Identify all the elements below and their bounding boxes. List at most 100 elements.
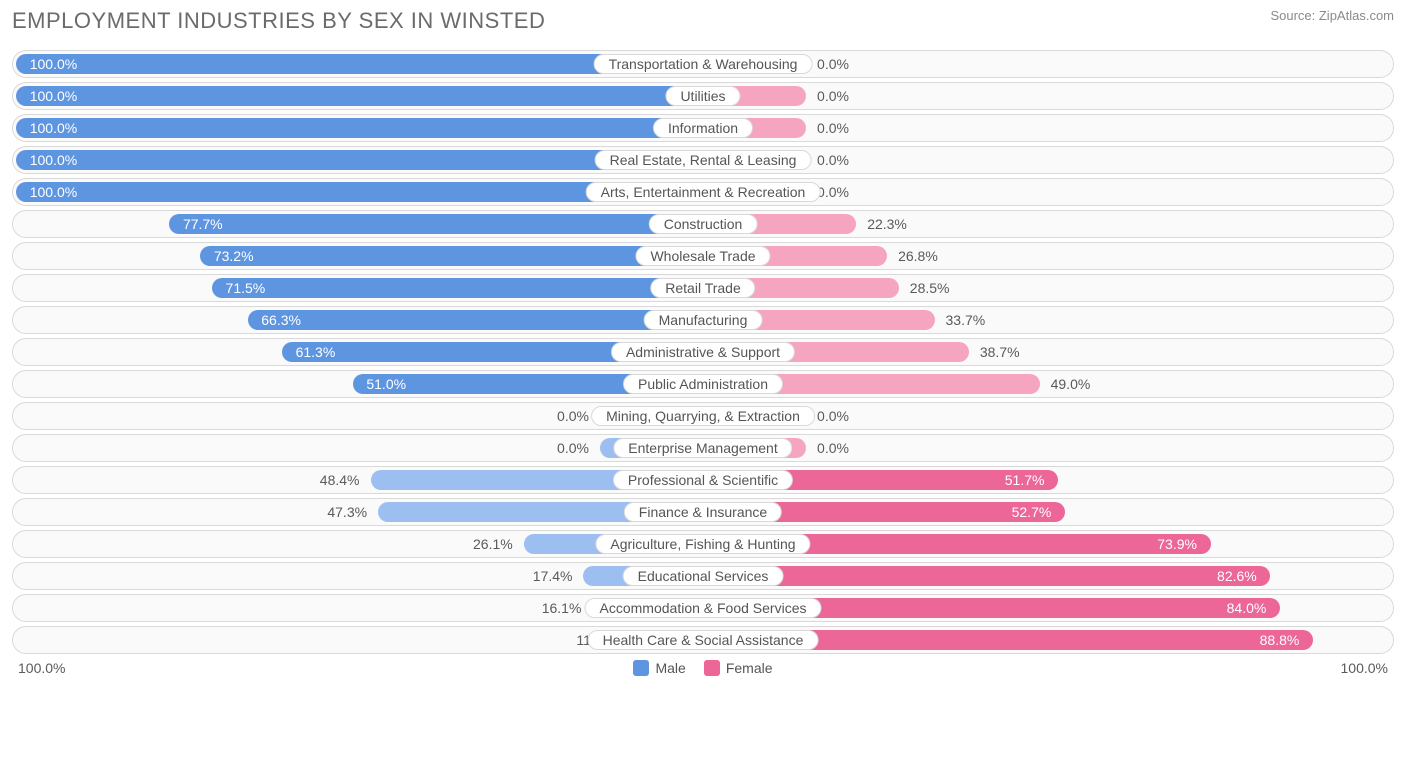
chart-row: 17.4% 82.6% Educational Services [12,562,1394,590]
pct-female: 28.5% [910,280,950,296]
category-label: Wholesale Trade [635,246,770,266]
pct-male: 0.0% [557,408,589,424]
pct-male: 77.7% [183,216,223,232]
bar-male [16,86,703,106]
pct-male: 100.0% [30,56,77,72]
pct-male: 16.1% [542,600,582,616]
pct-female: 52.7% [1012,504,1052,520]
chart-row: 47.3% 52.7% Finance & Insurance [12,498,1394,526]
pct-female: 73.9% [1157,536,1197,552]
pct-male: 0.0% [557,440,589,456]
pct-female: 0.0% [817,440,849,456]
chart-row-inner: 17.4% 82.6% Educational Services [16,566,1390,586]
category-label: Public Administration [623,374,783,394]
legend-female-label: Female [726,660,773,676]
chart-row-inner: 100.0%0.0%Real Estate, Rental & Leasing [16,150,1390,170]
pct-male: 26.1% [473,536,513,552]
chart-row-inner: 47.3% 52.7% Finance & Insurance [16,502,1390,522]
category-label: Administrative & Support [611,342,795,362]
pct-female: 0.0% [817,120,849,136]
bar-male [248,310,703,330]
chart-row-inner: 77.7%22.3%Construction [16,214,1390,234]
pct-female: 0.0% [817,88,849,104]
pct-male: 66.3% [261,312,301,328]
pct-female: 33.7% [946,312,986,328]
chart-title: EMPLOYMENT INDUSTRIES BY SEX IN WINSTED [12,8,545,34]
chart-row: 100.0%0.0%Real Estate, Rental & Leasing [12,146,1394,174]
chart-source: Source: ZipAtlas.com [1270,8,1394,23]
chart-row: 0.0% 0.0%Mining, Quarrying, & Extraction [12,402,1394,430]
pct-female: 51.7% [1005,472,1045,488]
pct-female: 0.0% [817,152,849,168]
chart-row-inner: 100.0% 0.0% Information [16,118,1390,138]
chart-row: 100.0% 0.0% Information [12,114,1394,142]
chart-row: 48.4% 51.7% Professional & Scientific [12,466,1394,494]
chart-row: 61.3%38.7%Administrative & Support [12,338,1394,366]
swatch-male [633,660,649,676]
category-label: Transportation & Warehousing [594,54,813,74]
chart-row-inner: 0.0% 0.0% Enterprise Management [16,438,1390,458]
chart-row-inner: 61.3%38.7%Administrative & Support [16,342,1390,362]
category-label: Manufacturing [644,310,763,330]
chart-header: EMPLOYMENT INDUSTRIES BY SEX IN WINSTED … [12,8,1394,34]
chart-row-inner: 26.1% 73.9% Agriculture, Fishing & Hunting [16,534,1390,554]
pct-male: 61.3% [296,344,336,360]
chart-row-inner: 100.0% 0.0% Utilities [16,86,1390,106]
pct-female: 49.0% [1051,376,1091,392]
category-label: Educational Services [623,566,784,586]
pct-female: 0.0% [817,56,849,72]
axis-label-left: 100.0% [18,660,65,676]
category-label: Mining, Quarrying, & Extraction [591,406,815,426]
chart-row: 71.5%28.5%Retail Trade [12,274,1394,302]
pct-male: 47.3% [327,504,367,520]
pct-male: 100.0% [30,120,77,136]
chart-row: 11.2%88.8%Health Care & Social Assistanc… [12,626,1394,654]
category-label: Retail Trade [650,278,755,298]
category-label: Enterprise Management [613,438,792,458]
category-label: Health Care & Social Assistance [588,630,819,650]
legend: Male Female [633,660,772,676]
category-label: Real Estate, Rental & Leasing [595,150,812,170]
category-label: Professional & Scientific [613,470,793,490]
chart-row: 100.0% 0.0%Transportation & Warehousing [12,50,1394,78]
category-label: Finance & Insurance [624,502,782,522]
category-label: Utilities [665,86,740,106]
category-label: Construction [649,214,758,234]
chart-row: 0.0% 0.0% Enterprise Management [12,434,1394,462]
chart-row-inner: 66.3% 33.7% Manufacturing [16,310,1390,330]
category-label: Information [653,118,753,138]
chart-row: 16.1%84.0%Accommodation & Food Services [12,594,1394,622]
pct-male: 73.2% [214,248,254,264]
chart-row-inner: 73.2%26.8%Wholesale Trade [16,246,1390,266]
pct-male: 100.0% [30,184,77,200]
pct-female: 0.0% [817,184,849,200]
chart-row-inner: 16.1%84.0%Accommodation & Food Services [16,598,1390,618]
chart-row: 100.0% 0.0% Utilities [12,82,1394,110]
legend-male-label: Male [655,660,685,676]
chart-row: 26.1% 73.9% Agriculture, Fishing & Hunting [12,530,1394,558]
chart-row: 100.0% 0.0%Arts, Entertainment & Recreati… [12,178,1394,206]
bar-male [169,214,703,234]
bar-female [703,566,1270,586]
chart-row-inner: 100.0% 0.0%Transportation & Warehousing [16,54,1390,74]
legend-male: Male [633,660,685,676]
pct-male: 51.0% [366,376,406,392]
pct-female: 84.0% [1227,600,1267,616]
chart-row-inner: 48.4% 51.7% Professional & Scientific [16,470,1390,490]
chart-row-inner: 71.5%28.5%Retail Trade [16,278,1390,298]
bar-male [200,246,703,266]
category-label: Arts, Entertainment & Recreation [586,182,821,202]
chart-row: 73.2%26.8%Wholesale Trade [12,242,1394,270]
pct-male: 48.4% [320,472,360,488]
chart-body: 100.0%0.0%Transportation & Warehousing10… [12,50,1394,654]
pct-male: 100.0% [30,88,77,104]
pct-female: 0.0% [817,408,849,424]
pct-female: 82.6% [1217,568,1257,584]
pct-male: 17.4% [533,568,573,584]
bar-male [212,278,703,298]
chart-row-inner: 100.0% 0.0%Arts, Entertainment & Recreati… [16,182,1390,202]
chart-footer: 100.0% Male Female 100.0% [12,660,1394,676]
pct-female: 88.8% [1260,632,1300,648]
category-label: Agriculture, Fishing & Hunting [595,534,810,554]
legend-female: Female [704,660,773,676]
